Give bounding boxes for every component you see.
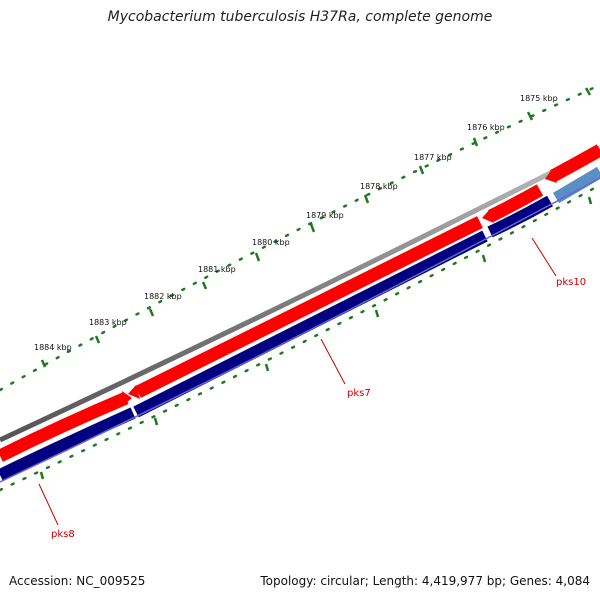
kbp-label: 1878 kbp [360,182,398,191]
gene-labels: pks10 pks7 pks8 [38,237,586,540]
major-tick [418,165,425,175]
leader-line [531,237,557,277]
genome-title: Mycobacterium tuberculosis H37Ra, comple… [107,9,493,25]
cds-feature[interactable] [135,216,483,398]
reverse-strand-edge [0,177,600,483]
cds-arrowhead [122,391,132,405]
major-tick [264,363,270,372]
major-tick [201,281,208,290]
major-tick [254,252,261,262]
kbp-label: 1880 kbp [252,238,290,247]
major-tick [526,111,534,121]
major-tick [309,223,316,233]
major-tick [148,308,155,317]
kbp-label: 1883 kbp [89,318,127,327]
kbp-label: 1882 kbp [144,292,182,301]
genome-backbone [0,145,600,443]
kbp-label: 1877 kbp [414,153,452,162]
kbp-label: 1875 kbp [520,94,558,103]
kbp-label: 1884 kbp [34,343,72,352]
cds-arrowhead [482,209,494,223]
major-tick [472,137,479,147]
kbp-label: 1881 kbp [198,265,236,274]
major-tick [587,196,593,205]
major-tick [584,87,592,96]
gene-label-pks10[interactable]: pks10 [556,277,586,288]
major-tick [153,417,159,426]
gene-label-pks7[interactable]: pks7 [347,388,371,399]
outer-scale-ticks [0,83,600,392]
gene-label-pks8[interactable]: pks8 [51,529,75,540]
reverse-strand-features [0,166,600,483]
genome-summary-text: Topology: circular; Length: 4,419,977 bp… [260,574,590,588]
major-tick [363,194,370,204]
major-tick [40,359,47,368]
scale-labels: 1875 kbp 1876 kbp 1877 kbp 1878 kbp 1879… [34,94,558,352]
major-tick [374,309,380,318]
leader-line [320,338,346,385]
forward-strand-features [0,144,600,462]
cds-feature[interactable] [0,392,129,462]
major-tick [94,335,101,344]
accession-text: Accession: NC_009525 [9,574,146,588]
gene-feature[interactable] [0,407,136,481]
inner-scale-ticks [0,183,600,492]
major-tick [481,254,487,263]
gene-feature[interactable] [133,230,488,418]
kbp-label: 1879 kbp [306,211,344,220]
major-tick [39,471,45,480]
gene-feature[interactable] [552,166,600,204]
cds-feature[interactable] [488,184,544,222]
gene-feature[interactable] [487,195,553,238]
leader-line [38,483,59,526]
cds-arrowhead [128,385,140,399]
cds-feature[interactable] [549,144,600,182]
kbp-label: 1876 kbp [467,123,505,132]
cds-arrowhead [545,169,557,183]
